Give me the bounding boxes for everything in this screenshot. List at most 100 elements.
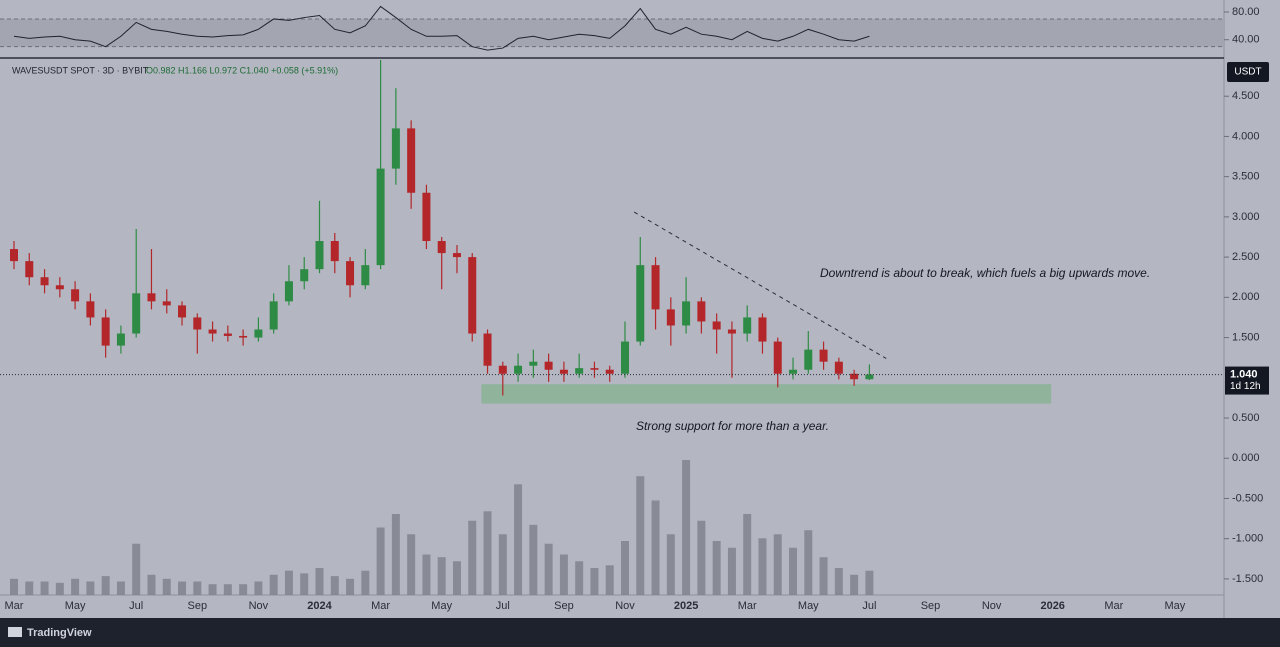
candle-body: [315, 241, 324, 270]
candle-body: [269, 301, 278, 330]
rsi-tick-label: 40.00: [1232, 34, 1260, 46]
volume-bar: [178, 581, 187, 595]
x-tick-label: May: [65, 600, 86, 612]
x-tick-label: Mar: [5, 600, 24, 612]
volume-bar: [773, 534, 782, 595]
volume-bar: [86, 581, 95, 595]
volume-bar: [452, 561, 461, 595]
volume-bar: [834, 568, 843, 595]
candle-body: [636, 265, 645, 342]
volume-bar: [575, 561, 584, 595]
x-tick-label: Sep: [921, 600, 941, 612]
candle-body: [71, 289, 80, 302]
x-tick-label: 2024: [307, 600, 332, 612]
candle-body: [284, 281, 293, 302]
volume-bar: [789, 547, 798, 595]
x-tick-label: Jul: [129, 600, 143, 612]
volume-bar: [514, 484, 523, 595]
candle-body: [361, 265, 370, 286]
candle-body: [789, 369, 798, 374]
candle-body: [40, 277, 49, 286]
candle-body: [773, 341, 782, 374]
trendline: [633, 211, 887, 359]
candle-body: [437, 241, 446, 254]
chart-title: WAVESUSDT SPOT · 3D · BYBIT: [12, 65, 149, 75]
candle-body: [850, 373, 859, 380]
candle-body: [605, 369, 614, 374]
annotation: Strong support for more than a year.: [636, 419, 829, 433]
volume-bar: [437, 557, 446, 595]
volume-bar: [361, 570, 370, 595]
y-tick-label: -1.000: [1232, 533, 1263, 545]
candle-body: [25, 261, 34, 278]
volume-bar: [40, 581, 49, 595]
volume-bar: [498, 534, 507, 595]
y-tick-label: 3.000: [1232, 211, 1260, 223]
volume-bar: [697, 520, 706, 595]
volume-bar: [758, 538, 767, 595]
candle-body: [422, 192, 431, 242]
candle-body: [346, 261, 355, 286]
volume-bar: [422, 554, 431, 595]
volume-bar: [132, 543, 141, 595]
candle-body: [391, 128, 400, 169]
volume-bar: [529, 524, 538, 595]
candle-body: [208, 329, 217, 334]
candle-body: [834, 361, 843, 374]
volume-bar: [10, 578, 18, 595]
volume-bar: [193, 581, 202, 595]
volume-bar: [223, 584, 232, 595]
volume-bar: [300, 573, 309, 595]
candle-body: [254, 329, 263, 338]
countdown: 1d 12h: [1230, 381, 1261, 392]
rsi-tick-label: 80.00: [1232, 6, 1260, 18]
candle-body: [498, 365, 507, 374]
candle-body: [758, 317, 767, 342]
volume-bar: [819, 557, 828, 595]
y-tick-label: 2.500: [1232, 251, 1260, 263]
currency: USDT: [1234, 67, 1261, 78]
candle-body: [697, 301, 706, 322]
candle-body: [101, 317, 110, 346]
volume-bar: [636, 476, 645, 595]
volume-bar: [621, 541, 629, 595]
y-tick-label: -1.500: [1232, 573, 1263, 585]
candle-body: [330, 241, 339, 262]
volume-bar: [269, 574, 278, 595]
candle-body: [575, 368, 584, 374]
brand: TradingView: [27, 627, 92, 639]
footer-bar: [0, 618, 1280, 647]
x-tick-label: May: [431, 600, 452, 612]
candle-body: [55, 285, 64, 290]
x-tick-label: Mar: [371, 600, 390, 612]
candle-body: [86, 301, 95, 318]
volume-bar: [71, 578, 80, 595]
y-tick-label: -0.500: [1232, 492, 1263, 504]
x-tick-label: May: [1165, 600, 1186, 612]
price-tag: [1225, 366, 1269, 395]
rsi-line: [13, 5, 870, 51]
volume-bar: [544, 543, 553, 595]
candle-body: [162, 301, 171, 306]
volume-bar: [483, 511, 492, 595]
volume-bar: [682, 460, 691, 595]
volume-bar: [605, 565, 614, 595]
volume-bar: [727, 547, 736, 595]
y-tick-label: 2.000: [1232, 291, 1260, 303]
candle-body: [590, 368, 599, 370]
volume-bar: [284, 570, 293, 595]
volume-bar: [743, 514, 752, 595]
y-tick-label: 1.500: [1232, 331, 1260, 343]
x-tick-label: Sep: [188, 600, 208, 612]
y-tick-label: 0.500: [1232, 412, 1260, 424]
volume-bar: [330, 576, 339, 595]
candle-body: [682, 301, 691, 326]
candle-body: [147, 293, 156, 302]
candle-body: [300, 269, 309, 282]
volume-bar: [162, 578, 171, 595]
volume-bar: [346, 578, 355, 595]
x-tick-label: Nov: [982, 600, 1002, 612]
y-tick-label: 4.500: [1232, 90, 1260, 102]
volume-bar: [101, 576, 110, 595]
